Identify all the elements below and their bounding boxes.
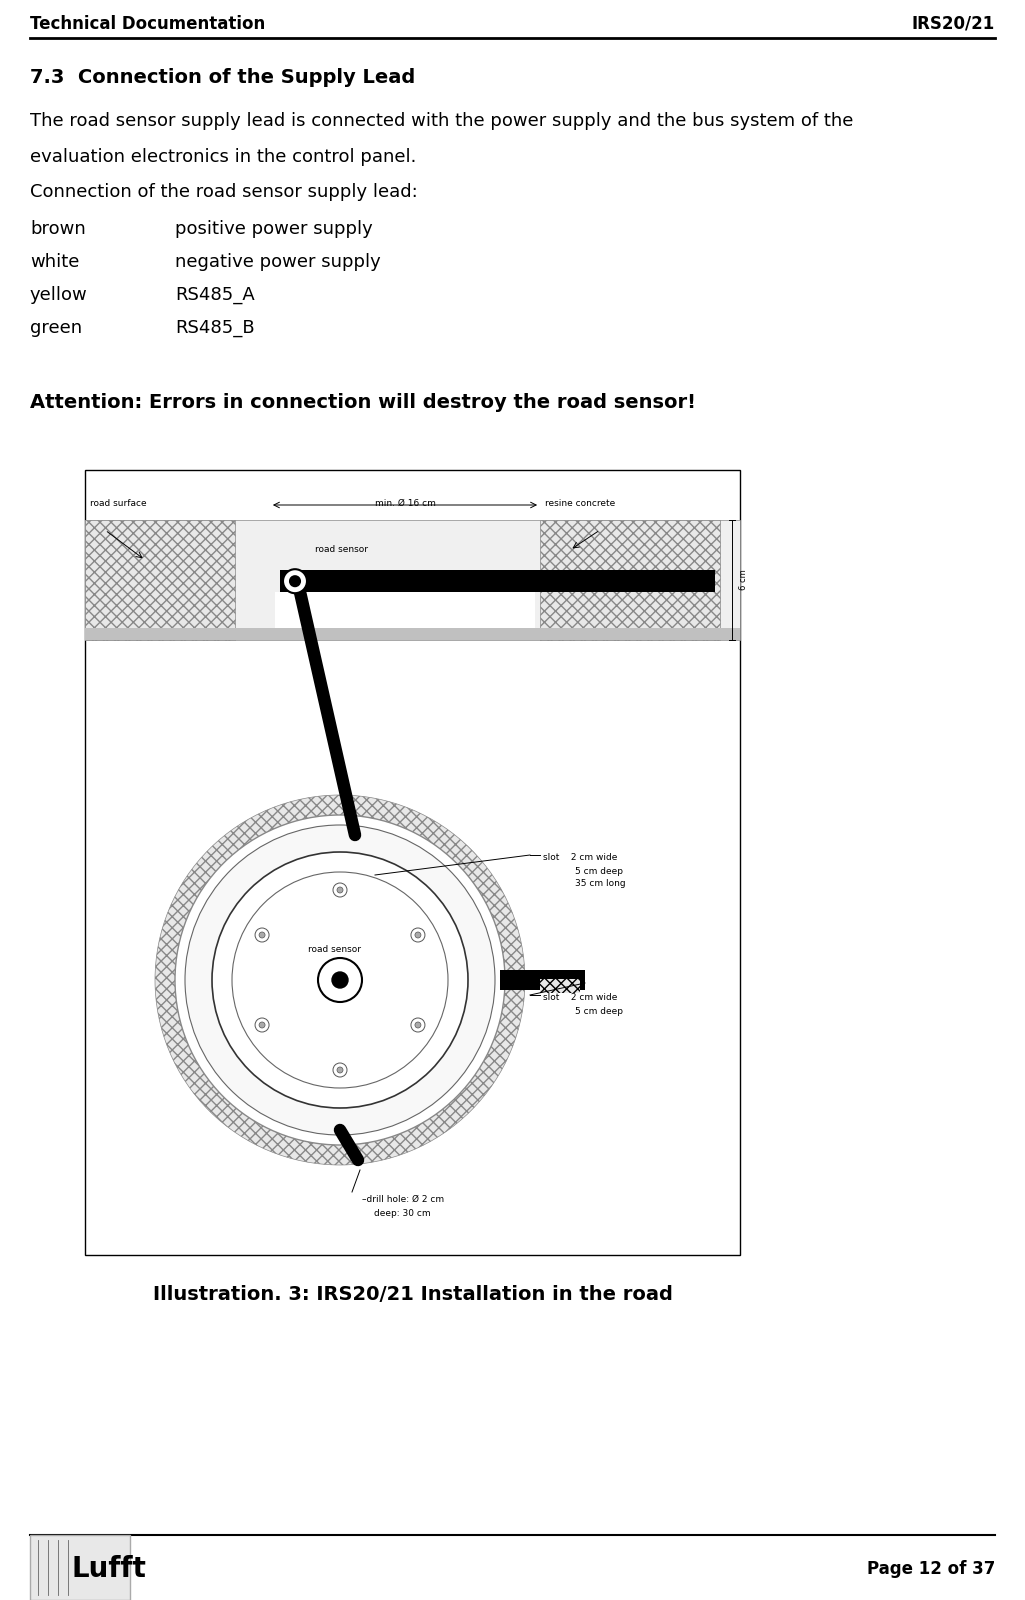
Text: –drill hole: Ø 2 cm: –drill hole: Ø 2 cm	[362, 1195, 444, 1203]
Text: Lufft: Lufft	[72, 1555, 147, 1582]
Bar	[540, 520, 720, 640]
Circle shape	[333, 883, 347, 898]
Bar	[85, 627, 740, 640]
Text: green: green	[30, 318, 82, 338]
Bar	[85, 520, 740, 640]
Bar	[275, 592, 535, 627]
Circle shape	[155, 795, 525, 1165]
Circle shape	[255, 1018, 269, 1032]
Circle shape	[415, 1022, 421, 1029]
Text: white: white	[30, 253, 79, 270]
Text: min. Ø 16 cm: min. Ø 16 cm	[374, 499, 436, 509]
Text: IRS20/21: IRS20/21	[912, 14, 995, 34]
Text: Technical Documentation: Technical Documentation	[30, 14, 265, 34]
Bar	[85, 520, 235, 640]
Circle shape	[290, 576, 300, 586]
Text: road sensor: road sensor	[315, 546, 368, 554]
Circle shape	[212, 851, 468, 1107]
Text: yellow: yellow	[30, 286, 88, 304]
Text: Page 12 of 37: Page 12 of 37	[866, 1560, 995, 1578]
Text: 5 cm deep: 5 cm deep	[575, 1006, 623, 1016]
Text: The road sensor supply lead is connected with the power supply and the bus syste: The road sensor supply lead is connected…	[30, 112, 854, 130]
Circle shape	[259, 1022, 265, 1029]
Text: slot    2 cm wide: slot 2 cm wide	[543, 994, 617, 1002]
Text: 35 cm long: 35 cm long	[575, 878, 625, 888]
Circle shape	[415, 931, 421, 938]
Circle shape	[184, 826, 495, 1134]
Text: 6 cm: 6 cm	[739, 570, 748, 590]
Bar	[540, 979, 580, 994]
Text: brown: brown	[30, 219, 86, 238]
Text: slot    2 cm wide: slot 2 cm wide	[543, 853, 617, 862]
Circle shape	[411, 1018, 425, 1032]
Text: deep: 30 cm: deep: 30 cm	[374, 1210, 430, 1218]
Text: evaluation electronics in the control panel.: evaluation electronics in the control pa…	[30, 149, 416, 166]
Circle shape	[232, 872, 448, 1088]
Text: RS485_B: RS485_B	[175, 318, 254, 338]
Bar	[280, 571, 715, 592]
Text: negative power supply: negative power supply	[175, 253, 380, 270]
Text: RS485_A: RS485_A	[175, 286, 255, 304]
Circle shape	[259, 931, 265, 938]
Bar	[500, 970, 585, 990]
Text: 7.3  Connection of the Supply Lead: 7.3 Connection of the Supply Lead	[30, 67, 415, 86]
Circle shape	[318, 958, 362, 1002]
Text: road surface: road surface	[90, 499, 147, 509]
Text: resine concrete: resine concrete	[545, 499, 615, 509]
Circle shape	[333, 1062, 347, 1077]
Circle shape	[283, 570, 308, 594]
Text: Connection of the road sensor supply lead:: Connection of the road sensor supply lea…	[30, 182, 418, 202]
Text: road sensor: road sensor	[309, 946, 362, 955]
Circle shape	[332, 971, 349, 987]
Text: Attention: Errors in connection will destroy the road sensor!: Attention: Errors in connection will des…	[30, 394, 696, 411]
Text: 5 cm deep: 5 cm deep	[575, 867, 623, 877]
Circle shape	[255, 928, 269, 942]
Circle shape	[411, 928, 425, 942]
Bar	[30, 1534, 130, 1600]
Bar	[85, 470, 740, 1254]
Circle shape	[337, 886, 343, 893]
Circle shape	[175, 814, 505, 1146]
Text: positive power supply: positive power supply	[175, 219, 373, 238]
Text: Illustration. 3: IRS20/21 Installation in the road: Illustration. 3: IRS20/21 Installation i…	[153, 1285, 672, 1304]
Circle shape	[337, 1067, 343, 1074]
